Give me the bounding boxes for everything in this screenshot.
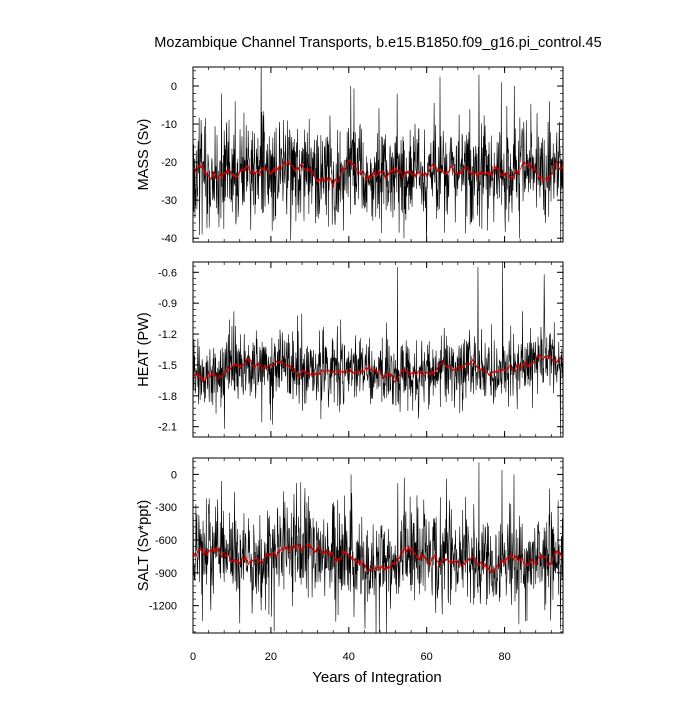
y-tick-label-mass: -40 bbox=[161, 233, 177, 245]
x-axis-title: Years of Integration bbox=[312, 669, 442, 686]
x-axis-labels: 0 20 40 60 80 bbox=[190, 651, 511, 663]
y-axis-title-mass: MASS (Sv) bbox=[136, 119, 152, 191]
y-tick-label-salt: -900 bbox=[155, 568, 177, 580]
panel-mass: 0 -10 -20 -30 -40 MASS (Sv) bbox=[136, 66, 564, 245]
y-tick-label-salt: 0 bbox=[171, 469, 177, 481]
y-tick-label-salt: -600 bbox=[155, 535, 177, 547]
panel-heat: -0.6 -0.9 -1.2 -1.5 -1.8 -2.1 HEAT (PW) bbox=[136, 261, 564, 438]
series-smoothed-heat bbox=[193, 353, 563, 384]
y-tick-label-heat: -2.1 bbox=[158, 422, 177, 434]
y-tick-label-heat: -0.9 bbox=[158, 298, 177, 310]
chart-title: Mozambique Channel Transports, b.e15.B18… bbox=[154, 35, 601, 51]
y-tick-label-salt: -1200 bbox=[149, 601, 177, 613]
series-smoothed-salt bbox=[193, 542, 563, 574]
x-tick-label: 0 bbox=[190, 651, 196, 663]
y-tick-label-heat: -1.5 bbox=[158, 360, 177, 372]
panel-frame-salt bbox=[192, 457, 564, 634]
series-raw-mass bbox=[193, 67, 563, 242]
x-tick-label: 80 bbox=[498, 651, 510, 663]
y-axis-title-heat: HEAT (PW) bbox=[136, 312, 152, 386]
series-raw-salt bbox=[193, 462, 563, 633]
y-tick-label-mass: -10 bbox=[161, 119, 177, 131]
y-tick-label-heat: -0.6 bbox=[158, 267, 177, 279]
x-tick-label: 20 bbox=[265, 651, 277, 663]
series-smoothed-mass bbox=[193, 158, 563, 188]
y-axis-title-salt: SALT (Sv*ppt) bbox=[136, 500, 152, 591]
y-tick-label-mass: -20 bbox=[161, 157, 177, 169]
panels: 0 -10 -20 -30 -40 MASS (Sv) -0.6 -0.9 -1.2 -1.5 -1… bbox=[136, 66, 564, 634]
x-tick-label: 60 bbox=[421, 651, 433, 663]
y-tick-label-mass: 0 bbox=[171, 81, 177, 93]
series-raw-heat bbox=[193, 262, 563, 437]
panel-salt: 0 -300 -600 -900 -1200 SALT (Sv*ppt) bbox=[136, 457, 564, 634]
panel-frame-heat bbox=[192, 261, 564, 438]
y-tick-label-heat: -1.2 bbox=[158, 329, 177, 341]
y-tick-label-mass: -30 bbox=[161, 195, 177, 207]
y-tick-label-heat: -1.8 bbox=[158, 391, 177, 403]
y-tick-label-salt: -300 bbox=[155, 502, 177, 514]
x-tick-label: 40 bbox=[343, 651, 355, 663]
